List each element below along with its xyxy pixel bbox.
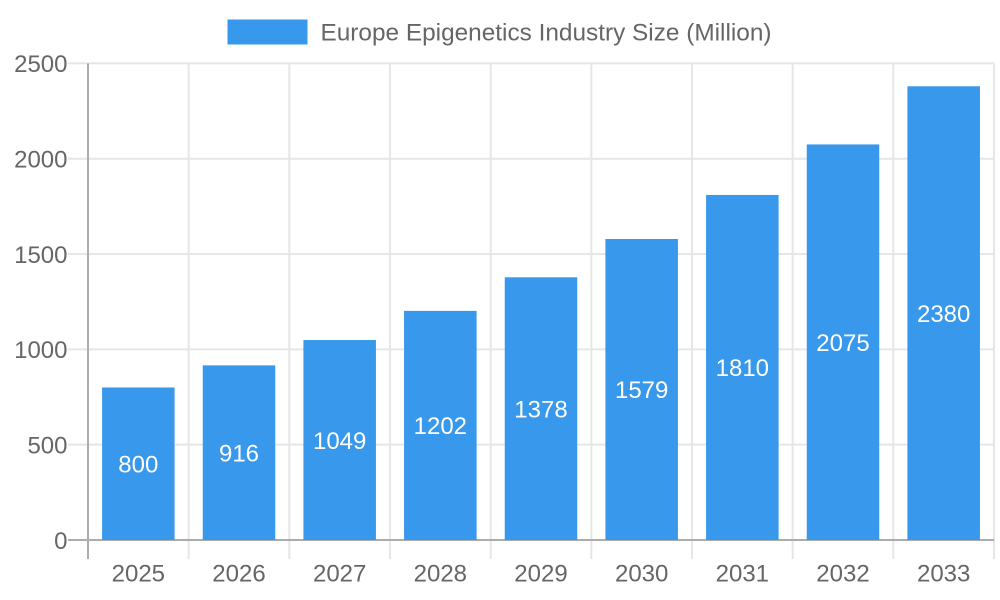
svg-text:Europe Epigenetics Industry Si: Europe Epigenetics Industry Size (Millio… [321, 20, 772, 47]
svg-text:2380: 2380 [917, 301, 970, 328]
svg-text:2025: 2025 [112, 561, 165, 588]
svg-text:916: 916 [219, 440, 259, 467]
svg-text:1202: 1202 [414, 413, 467, 440]
svg-text:1378: 1378 [514, 396, 567, 423]
svg-text:0: 0 [54, 528, 67, 555]
svg-text:2500: 2500 [14, 51, 67, 78]
svg-text:2031: 2031 [716, 561, 769, 588]
svg-text:1579: 1579 [615, 377, 668, 404]
svg-text:2028: 2028 [414, 561, 467, 588]
svg-text:2075: 2075 [816, 330, 869, 357]
svg-text:2033: 2033 [917, 561, 970, 588]
svg-text:1000: 1000 [14, 337, 67, 364]
svg-text:2029: 2029 [514, 561, 567, 588]
svg-text:800: 800 [118, 451, 158, 478]
svg-text:1810: 1810 [716, 355, 769, 382]
svg-text:2026: 2026 [212, 561, 265, 588]
svg-text:1049: 1049 [313, 428, 366, 455]
svg-text:2000: 2000 [14, 146, 67, 173]
svg-text:2032: 2032 [816, 561, 869, 588]
svg-text:2030: 2030 [615, 561, 668, 588]
svg-text:2027: 2027 [313, 561, 366, 588]
svg-text:1500: 1500 [14, 242, 67, 269]
svg-text:500: 500 [27, 432, 67, 459]
